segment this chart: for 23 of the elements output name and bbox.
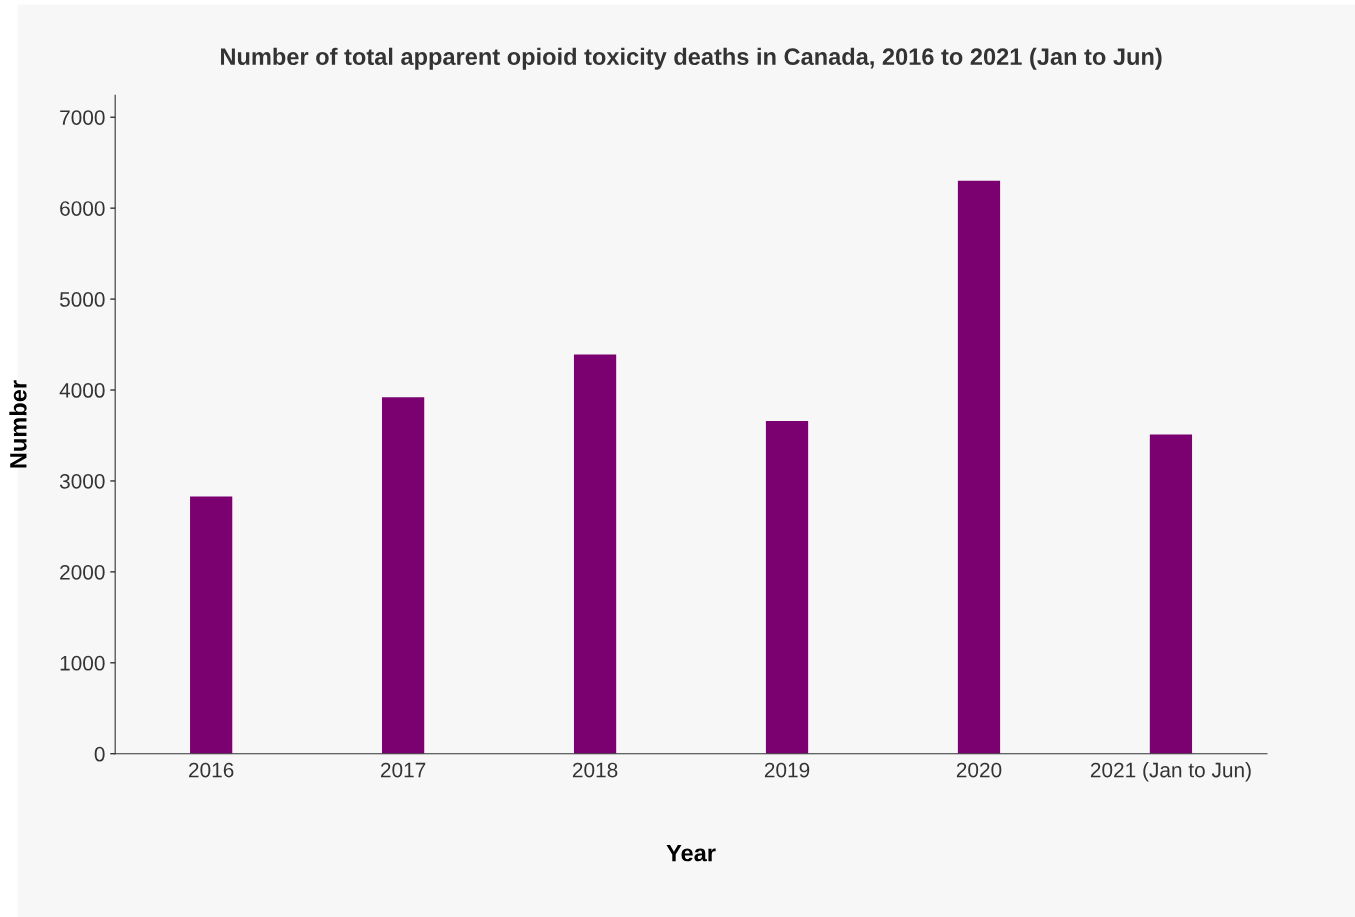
y-tick-label: 2000 — [60, 564, 105, 580]
bar — [190, 496, 233, 754]
y-tick-label: 7000 — [60, 110, 105, 125]
x-axis-title: Year — [666, 844, 716, 862]
x-tick-label: 2019 — [764, 762, 810, 778]
x-tick-label: 2017 — [380, 762, 426, 778]
bar — [1149, 434, 1193, 754]
chart-title: Number of total apparent opioid toxicity deaths in Canada, 2016 to 2021 (Jan to Jun) — [221, 47, 1162, 70]
y-tick-label: 3000 — [59, 473, 105, 489]
bar — [957, 180, 1001, 754]
bar — [573, 354, 617, 754]
bar — [765, 420, 809, 754]
y-tick-label: 5000 — [59, 292, 105, 307]
x-tick-label: 2018 — [572, 762, 618, 778]
y-tick-label: 4000 — [59, 383, 105, 398]
y-axis-title: Number — [9, 380, 27, 468]
x-tick-label: 2021 (Jan to Jun) — [1090, 762, 1251, 782]
y-tick-label: 1000 — [60, 655, 105, 671]
x-tick-label: 2020 — [956, 762, 1002, 778]
bar — [382, 397, 425, 754]
x-tick-label: 2016 — [189, 762, 234, 778]
y-tick-label: 0 — [94, 746, 105, 762]
y-tick-label: 6000 — [60, 201, 105, 216]
